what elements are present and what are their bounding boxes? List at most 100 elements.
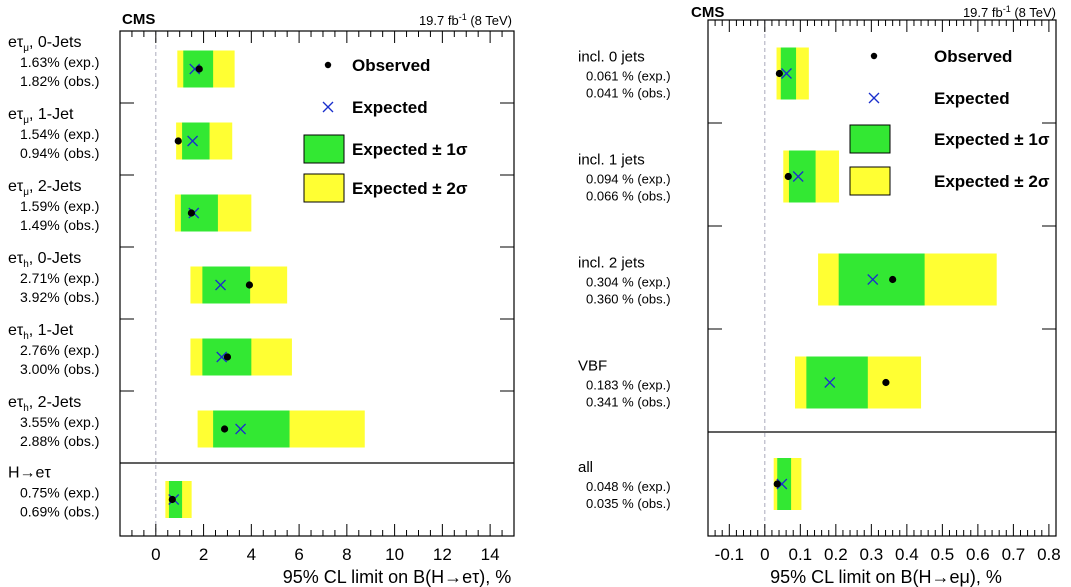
expected-marker: [215, 279, 226, 291]
x-tick-label: 0.7: [1002, 545, 1026, 564]
observed-marker: [882, 378, 890, 387]
category-label: incl. 0 jets: [578, 49, 645, 66]
legend-expected-marker: [868, 92, 880, 104]
legend-expected-marker: [322, 101, 334, 113]
category-label: eτμ, 1-Jet: [8, 106, 74, 126]
plot-frame: [707, 19, 1057, 537]
observed-limit-label: 3.00% (obs.): [20, 361, 99, 377]
x-tick-label: 0.5: [931, 545, 955, 564]
expected-limit-label: 0.048 % (exp.): [586, 479, 671, 494]
x-tick-label: 0.4: [895, 545, 919, 564]
expected-limit-label: 0.304 % (exp.): [586, 275, 671, 290]
legend: Observed Expected Expected ± 1σ Expected ± …: [303, 56, 468, 203]
observed-marker: [245, 281, 254, 289]
one-sigma-band: [182, 122, 210, 160]
observed-limit-label: 0.041 % (obs.): [586, 86, 671, 101]
experiment-label: CMS: [122, 11, 155, 28]
observed-limit-label: 1.82% (obs.): [20, 73, 99, 89]
luminosity-label: 19.7 fb-1 (8 TeV): [963, 4, 1056, 20]
x-tick-label: 0.2: [824, 545, 848, 564]
expected-limit-label: 0.75% (exp.): [20, 485, 99, 501]
legend-two-sigma-label: Expected ± 2σ: [934, 172, 1050, 191]
observed-marker: [775, 69, 783, 78]
x-tick-label: 0: [760, 545, 769, 564]
expected-marker: [781, 68, 792, 79]
category-label: eτμ, 0-Jets: [8, 34, 81, 54]
expected-marker: [216, 351, 228, 363]
observed-limit-label: 0.035 % (obs.): [586, 496, 671, 511]
x-tick-label: 0.8: [1037, 545, 1061, 564]
category-label: eτh, 0-Jets: [8, 250, 81, 270]
legend: Observed Expected Expected ± 1σ Expected ± …: [849, 47, 1050, 196]
observed-marker: [187, 209, 195, 217]
observed-marker: [220, 425, 229, 433]
expected-limit-label: 1.59% (exp.): [20, 198, 99, 214]
category-label: VBF: [578, 358, 607, 375]
observed-limit-label: 1.49% (obs.): [20, 217, 99, 233]
expected-marker: [824, 377, 836, 388]
observed-marker: [174, 137, 182, 145]
category-label: incl. 2 jets: [578, 255, 645, 272]
one-sigma-band: [838, 253, 925, 306]
experiment-label: CMS: [691, 4, 724, 21]
observed-limit-label: 0.360 % (obs.): [586, 292, 671, 307]
observed-limit-label: 0.066 % (obs.): [586, 189, 671, 204]
observed-limit-label: 0.94% (obs.): [20, 145, 99, 161]
legend-observed-marker: [870, 52, 878, 60]
observed-limit-label: 0.69% (obs.): [20, 504, 99, 520]
legend-two-sigma-swatch: [849, 166, 891, 196]
observed-marker: [784, 172, 792, 181]
one-sigma-band: [788, 150, 816, 203]
observed-limit-label: 3.92% (obs.): [20, 289, 99, 305]
observed-limit-label: 2.88% (obs.): [20, 433, 99, 449]
one-sigma-band: [202, 266, 251, 304]
observed-marker: [168, 495, 176, 504]
x-tick-label: 0.1: [789, 545, 813, 564]
x-tick-label: 8: [342, 545, 351, 564]
expected-limit-label: 1.54% (exp.): [20, 126, 99, 142]
x-tick-label: 0: [151, 545, 160, 564]
x-tick-label: -0.1: [715, 545, 744, 564]
category-label: eτh, 2-Jets: [8, 394, 81, 414]
observed-marker: [223, 353, 232, 361]
x-axis-label: 95% CL limit on B(H→eτ), %: [283, 567, 512, 587]
legend-expected-label: Expected: [352, 98, 428, 117]
x-tick-label: 0.3: [860, 545, 884, 564]
x-tick-label: 6: [294, 545, 303, 564]
expected-marker: [792, 171, 804, 182]
category-label: H→eτ: [8, 465, 51, 482]
legend-two-sigma-swatch: [303, 173, 345, 203]
expected-limit-label: 0.183 % (exp.): [586, 378, 671, 393]
observed-marker: [889, 275, 897, 284]
legend-observed-label: Observed: [352, 56, 430, 75]
x-tick-label: 14: [481, 545, 500, 564]
one-sigma-band: [806, 356, 868, 409]
luminosity-label: 19.7 fb-1 (8 TeV): [419, 12, 512, 28]
expected-marker: [235, 423, 247, 435]
legend-one-sigma-label: Expected ± 1σ: [352, 140, 468, 159]
expected-limit-label: 3.55% (exp.): [20, 414, 99, 430]
observed-marker: [773, 480, 781, 488]
x-axis-label: 95% CL limit on B(H→eμ), %: [770, 567, 1002, 587]
legend-expected-label: Expected: [934, 89, 1010, 108]
category-label: incl. 1 jets: [578, 152, 645, 169]
x-tick-label: 2: [199, 545, 208, 564]
one-sigma-band: [180, 194, 218, 232]
legend-one-sigma-swatch: [303, 134, 345, 164]
legend-one-sigma-swatch: [849, 124, 891, 154]
observed-marker: [195, 65, 203, 73]
expected-limit-label: 0.061 % (exp.): [586, 69, 671, 84]
x-tick-label: 12: [433, 545, 452, 564]
chart-panel-2: -0.1 0 0.1 0.2 0.3 0.4 0.5 0.6 0.7 0.8 95% CL limi…: [578, 4, 1061, 587]
legend-observed-marker: [324, 61, 332, 69]
legend-observed-label: Observed: [934, 47, 1012, 66]
expected-marker: [867, 274, 879, 285]
one-sigma-band: [780, 47, 797, 100]
legend-one-sigma-label: Expected ± 1σ: [934, 130, 1050, 149]
category-label: all: [578, 459, 593, 476]
one-sigma-band: [777, 458, 792, 510]
expected-limit-label: 1.63% (exp.): [20, 54, 99, 70]
expected-limit-label: 2.71% (exp.): [20, 270, 99, 286]
plot-frame: [119, 30, 515, 537]
chart-panel-1: 0 2 4 6 8 10 12 14 95% CL limit on B(H→eτ), % CMS…: [8, 11, 515, 587]
